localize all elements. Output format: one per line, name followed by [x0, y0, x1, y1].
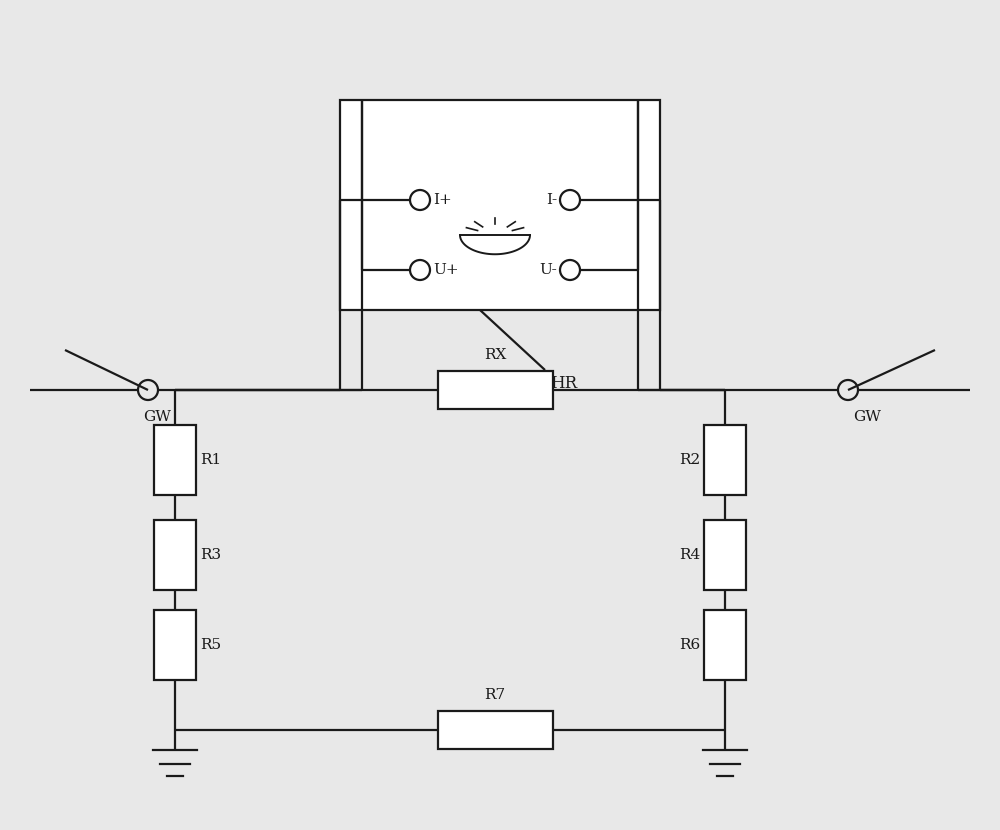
- Text: U-: U-: [539, 263, 557, 277]
- Text: R2: R2: [679, 453, 700, 467]
- Text: GW: GW: [853, 410, 881, 424]
- Text: I-: I-: [546, 193, 557, 207]
- Bar: [340, 100, 660, 310]
- Bar: [154, 520, 196, 590]
- Bar: [438, 711, 552, 749]
- Bar: [704, 610, 746, 680]
- Text: R1: R1: [200, 453, 221, 467]
- Text: I+: I+: [433, 193, 452, 207]
- Bar: [704, 520, 746, 590]
- Text: GW: GW: [143, 410, 171, 424]
- Text: RX: RX: [484, 348, 506, 362]
- Text: R3: R3: [200, 548, 221, 562]
- Text: HR: HR: [550, 375, 577, 392]
- Text: R5: R5: [200, 638, 221, 652]
- Text: R4: R4: [679, 548, 700, 562]
- Bar: [438, 371, 552, 409]
- Bar: [154, 610, 196, 680]
- Bar: [154, 425, 196, 495]
- Text: R6: R6: [679, 638, 700, 652]
- Text: R7: R7: [484, 688, 506, 702]
- Text: U+: U+: [433, 263, 459, 277]
- Bar: [704, 425, 746, 495]
